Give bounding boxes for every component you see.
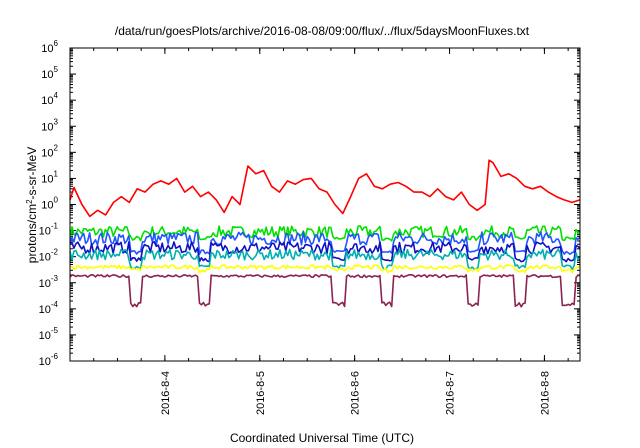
series-line-5 <box>69 264 581 274</box>
series-line-0 <box>69 159 581 218</box>
y-axis-ticks: 10-6 10-5 10-4 10-3 10-2 10-1 100 101 102 103 104 1… <box>39 39 580 368</box>
x-tick-label: 2016-8-8 <box>539 371 551 415</box>
y-tick-label: 102 <box>41 143 58 159</box>
y-tick-label: 101 <box>41 169 58 185</box>
x-axis-ticks: 2016-8-4 2016-8-5 2016-8-6 2016-8-7 2016-8-8 <box>69 48 569 415</box>
y-tick-label: 105 <box>41 65 58 81</box>
series-line-3 <box>69 241 581 263</box>
y-tick-label: 106 <box>41 39 58 55</box>
y-tick-label: 10-2 <box>39 248 59 264</box>
chart-title: /data/run/goesPlots/archive/2016-08-08/0… <box>115 24 530 38</box>
series-layer <box>69 159 581 308</box>
series-line-4 <box>69 248 581 271</box>
series-line-2 <box>69 231 581 255</box>
plot-frame <box>69 47 581 362</box>
x-tick-label: 2016-8-6 <box>350 371 362 415</box>
y-tick-label: 103 <box>41 117 58 133</box>
y-axis-label: protons/cm2-s-sr-MeV <box>25 147 39 263</box>
y-tick-label: 10-3 <box>39 274 59 290</box>
x-axis-label: Coordinated Universal Time (UTC) <box>230 431 414 445</box>
x-tick-label: 2016-8-7 <box>445 371 457 415</box>
y-tick-label: 10-5 <box>39 326 59 342</box>
y-tick-label: 10-4 <box>39 300 59 316</box>
y-tick-label: 10-1 <box>39 222 59 238</box>
x-tick-label: 2016-8-4 <box>160 371 172 415</box>
y-tick-label: 104 <box>41 91 58 107</box>
y-tick-label: 10-6 <box>39 352 59 368</box>
series-line-6 <box>69 274 581 308</box>
y-tick-label: 100 <box>41 196 58 212</box>
x-tick-label: 2016-8-5 <box>255 371 267 415</box>
